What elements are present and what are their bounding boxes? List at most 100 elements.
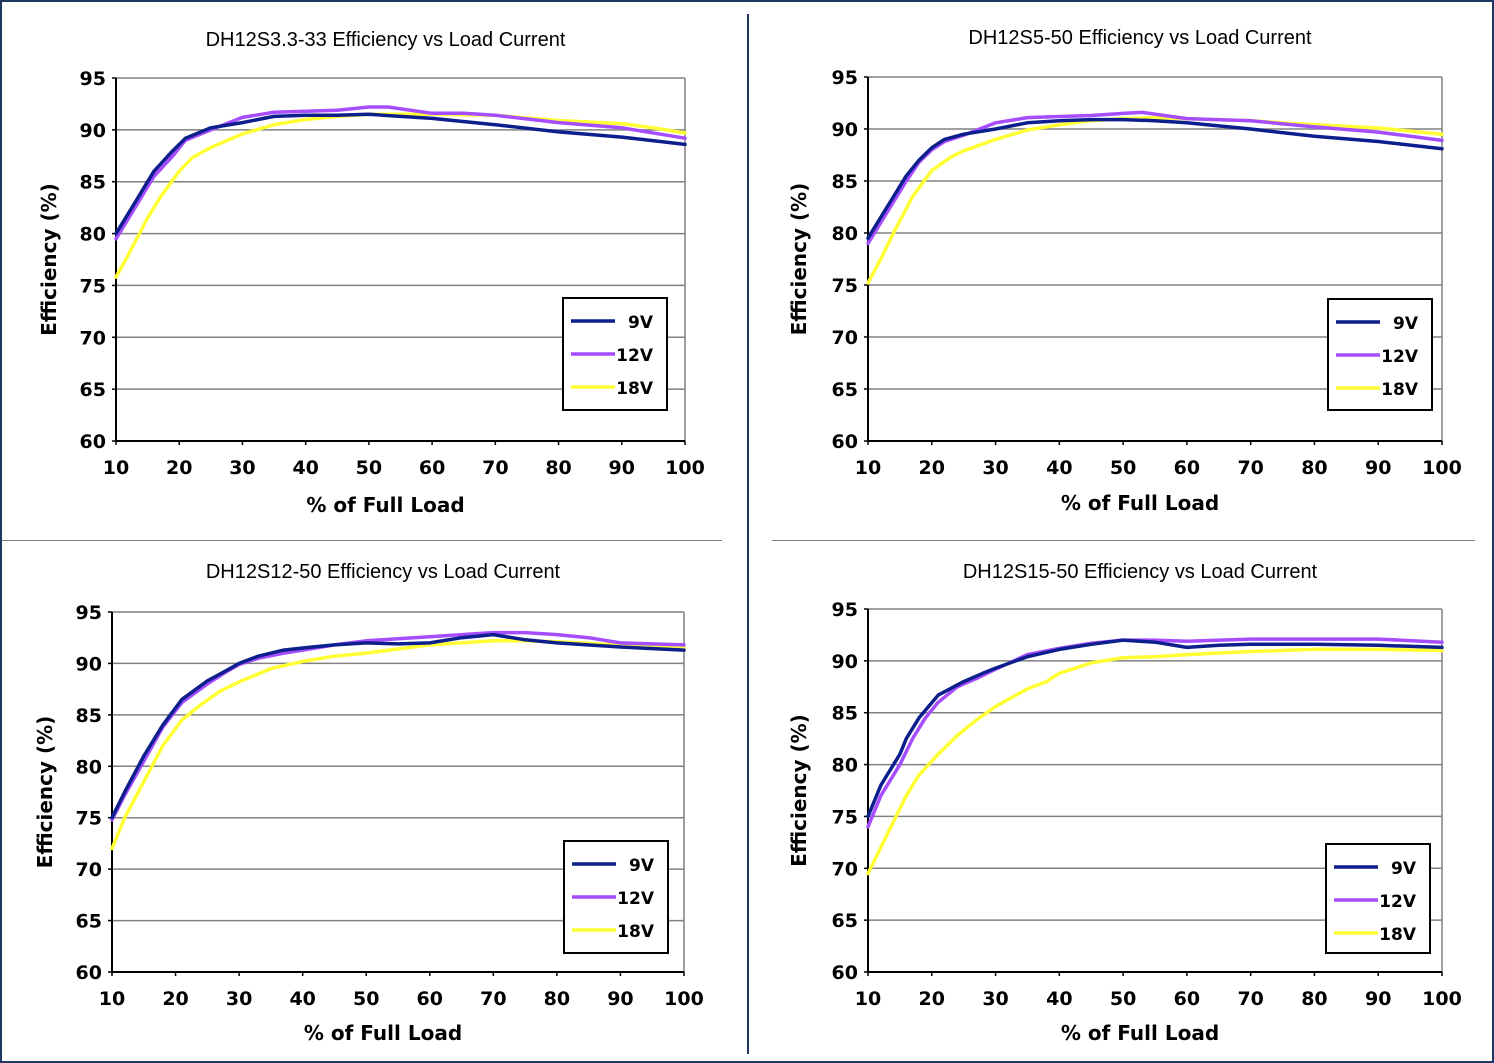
chart-3-ytick-label-95: 95 bbox=[832, 599, 858, 621]
chart-1-xtick-label-50: 50 bbox=[1110, 457, 1136, 479]
chart-0-xtick-label-70: 70 bbox=[482, 457, 508, 479]
chart-1-ylabel: Efficiency (%) bbox=[787, 183, 811, 336]
vertical-divider bbox=[747, 14, 749, 1054]
chart-1-ytick-label-80: 80 bbox=[832, 223, 858, 245]
chart-0-legend-label-9v: 9V bbox=[628, 313, 654, 333]
chart-2-series-line-9v bbox=[110, 632, 686, 820]
chart-3-title: DH12S15-50 Efficiency vs Load Current bbox=[963, 561, 1318, 583]
chart-0-series-line-12v bbox=[114, 105, 687, 241]
chart-2-ytick-label-60: 60 bbox=[76, 962, 102, 984]
chart-2-ytick-label-90: 90 bbox=[76, 653, 102, 675]
horizontal-divider-right bbox=[772, 540, 1475, 541]
chart-1-ytick-label-60: 60 bbox=[832, 431, 858, 453]
chart-2-ytick-label-70: 70 bbox=[76, 859, 102, 881]
chart-2-xtick-label-10: 10 bbox=[99, 988, 125, 1010]
chart-1-xtick-label-60: 60 bbox=[1174, 457, 1200, 479]
chart-2-xtick-label-60: 60 bbox=[417, 988, 443, 1010]
chart-3-xlabel: % of Full Load bbox=[1061, 1021, 1219, 1045]
chart-0-title: DH12S3.3-33 Efficiency vs Load Current bbox=[206, 29, 566, 51]
chart-0-ylabel: Efficiency (%) bbox=[37, 183, 61, 336]
chart-2-ytick-label-95: 95 bbox=[76, 602, 102, 624]
chart-0-ytick-label-75: 75 bbox=[80, 275, 106, 297]
chart-0-xtick-label-20: 20 bbox=[166, 457, 192, 479]
chart-2-legend-label-12v: 12V bbox=[617, 889, 655, 909]
chart-1-xtick-label-10: 10 bbox=[855, 457, 881, 479]
chart-2-xtick-label-30: 30 bbox=[226, 988, 252, 1010]
chart-0-series-line-9v bbox=[114, 112, 687, 236]
chart-2-series-line-12v bbox=[110, 630, 686, 822]
chart-panel-dh12s15-50: DH12S15-50 Efficiency vs Load Current 60 6… bbox=[787, 561, 1462, 1045]
chart-3-series-line-18v bbox=[866, 647, 1444, 876]
chart-3-series-line-9v bbox=[866, 638, 1444, 819]
chart-2-xtick-label-50: 50 bbox=[353, 988, 379, 1010]
chart-3-xtick-label-60: 60 bbox=[1174, 988, 1200, 1010]
chart-1-ytick-label-65: 65 bbox=[832, 379, 858, 401]
chart-1-title: DH12S5-50 Efficiency vs Load Current bbox=[968, 27, 1312, 49]
chart-0-legend-label-18v: 18V bbox=[616, 379, 654, 399]
chart-1-xtick-label-90: 90 bbox=[1365, 457, 1391, 479]
chart-3-legend-label-12v: 12V bbox=[1379, 892, 1417, 912]
chart-3-xtick-label-40: 40 bbox=[1046, 988, 1072, 1010]
chart-3-ytick-label-85: 85 bbox=[832, 703, 858, 725]
chart-1-series-line-18v bbox=[866, 115, 1444, 285]
chart-3-ytick-label-60: 60 bbox=[832, 962, 858, 984]
chart-2-legend: 9V 12V 18V bbox=[563, 840, 669, 954]
chart-2-xtick-label-90: 90 bbox=[607, 988, 633, 1010]
chart-2-xlabel: % of Full Load bbox=[304, 1021, 462, 1045]
chart-0-ytick-label-70: 70 bbox=[80, 327, 106, 349]
chart-3-ytick-label-70: 70 bbox=[832, 858, 858, 880]
chart-3-series-line-12v bbox=[866, 637, 1444, 829]
chart-3-legend-label-18v: 18V bbox=[1379, 925, 1417, 945]
chart-0-xtick-label-50: 50 bbox=[356, 457, 382, 479]
chart-1-xtick-label-100: 100 bbox=[1422, 457, 1462, 479]
chart-3-xtick-label-80: 80 bbox=[1301, 988, 1327, 1010]
chart-0-xtick-label-60: 60 bbox=[419, 457, 445, 479]
chart-3-ytick-label-90: 90 bbox=[832, 651, 858, 673]
chart-0-ytick-label-80: 80 bbox=[80, 224, 106, 246]
chart-1-series-line-9v bbox=[866, 117, 1444, 240]
chart-2-ytick-label-65: 65 bbox=[76, 911, 102, 933]
chart-2-legend-label-9v: 9V bbox=[629, 856, 655, 876]
chart-2-title: DH12S12-50 Efficiency vs Load Current bbox=[206, 561, 561, 583]
horizontal-divider-left bbox=[2, 540, 722, 541]
chart-0-ytick-label-95: 95 bbox=[80, 68, 106, 90]
chart-3-legend: 9V 12V 18V bbox=[1325, 843, 1431, 954]
chart-1-legend-label-9v: 9V bbox=[1393, 314, 1419, 334]
chart-0-series-line-18v bbox=[114, 112, 687, 279]
chart-0-xtick-label-90: 90 bbox=[609, 457, 635, 479]
chart-0-ytick-label-90: 90 bbox=[80, 120, 106, 142]
chart-2-ytick-label-75: 75 bbox=[76, 808, 102, 830]
chart-0-xtick-label-80: 80 bbox=[545, 457, 571, 479]
chart-1-ytick-label-75: 75 bbox=[832, 275, 858, 297]
chart-2-xtick-label-40: 40 bbox=[289, 988, 315, 1010]
chart-1-ytick-label-95: 95 bbox=[832, 67, 858, 89]
chart-0-ytick-label-65: 65 bbox=[80, 379, 106, 401]
chart-1-series-line-12v bbox=[866, 110, 1444, 246]
chart-0-xtick-label-10: 10 bbox=[103, 457, 129, 479]
chart-3-xtick-label-100: 100 bbox=[1422, 988, 1462, 1010]
chart-1-xtick-label-80: 80 bbox=[1301, 457, 1327, 479]
chart-2-ytick-label-80: 80 bbox=[76, 756, 102, 778]
chart-3-xtick-label-20: 20 bbox=[919, 988, 945, 1010]
chart-1-ytick-label-70: 70 bbox=[832, 327, 858, 349]
chart-1-legend-label-18v: 18V bbox=[1381, 380, 1419, 400]
chart-3-ytick-label-65: 65 bbox=[832, 910, 858, 932]
chart-1-xlabel: % of Full Load bbox=[1061, 491, 1219, 515]
chart-1-xtick-label-20: 20 bbox=[919, 457, 945, 479]
chart-panel-dh12s3-3-33: DH12S3.3-33 Efficiency vs Load Current 60… bbox=[37, 29, 705, 517]
chart-3-xtick-label-70: 70 bbox=[1237, 988, 1263, 1010]
chart-2-ytick-label-85: 85 bbox=[76, 705, 102, 727]
chart-2-xtick-label-100: 100 bbox=[664, 988, 704, 1010]
chart-1-ytick-label-85: 85 bbox=[832, 171, 858, 193]
chart-1-xtick-label-70: 70 bbox=[1237, 457, 1263, 479]
chart-0-xtick-label-30: 30 bbox=[229, 457, 255, 479]
chart-0-legend-label-12v: 12V bbox=[616, 346, 654, 366]
chart-0-xtick-label-100: 100 bbox=[665, 457, 705, 479]
chart-1-ytick-label-90: 90 bbox=[832, 119, 858, 141]
chart-3-legend-label-9v: 9V bbox=[1391, 859, 1417, 879]
chart-2-legend-label-18v: 18V bbox=[617, 922, 655, 942]
chart-3-ylabel: Efficiency (%) bbox=[787, 714, 811, 867]
chart-2-xtick-label-80: 80 bbox=[544, 988, 570, 1010]
chart-0-ytick-label-60: 60 bbox=[80, 431, 106, 453]
chart-2-ylabel: Efficiency (%) bbox=[33, 716, 57, 869]
